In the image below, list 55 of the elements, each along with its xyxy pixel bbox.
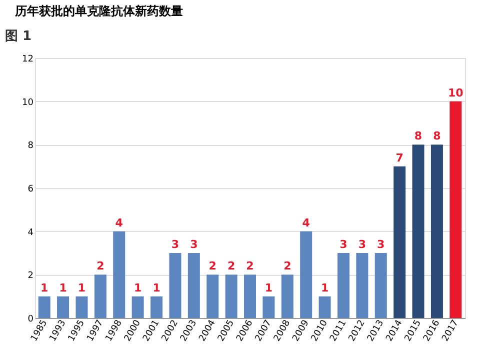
bar — [356, 253, 368, 318]
bar — [225, 274, 238, 318]
data-label: 4 — [115, 216, 124, 230]
data-label: 1 — [134, 281, 142, 294]
data-label: 1 — [152, 281, 160, 294]
y-tick-label: 8 — [28, 141, 34, 152]
data-label: 7 — [396, 151, 404, 164]
bar — [262, 296, 275, 318]
bar — [337, 253, 350, 318]
y-tick-label: 10 — [22, 98, 34, 108]
bar — [244, 274, 256, 318]
bar — [132, 296, 144, 318]
y-tick-label: 12 — [22, 54, 34, 64]
data-label: 10 — [448, 86, 464, 100]
bar — [281, 274, 294, 318]
data-label: 3 — [171, 238, 180, 251]
bar — [412, 144, 424, 318]
bar — [94, 274, 106, 318]
bar — [113, 231, 126, 318]
bar — [450, 101, 462, 318]
data-label: 4 — [302, 216, 310, 230]
bar — [318, 296, 331, 318]
data-label: 1 — [78, 281, 86, 294]
y-tick-label: 2 — [28, 271, 34, 282]
bar — [188, 253, 200, 318]
data-label: 2 — [284, 260, 292, 273]
data-label: 1 — [40, 281, 48, 294]
bar — [150, 296, 163, 318]
data-label: 3 — [190, 238, 198, 251]
bar — [430, 144, 443, 318]
y-tick-label: 0 — [28, 314, 34, 324]
bar — [76, 296, 88, 318]
y-tick-label: 6 — [28, 184, 34, 194]
bar — [169, 253, 182, 318]
caption: 图 1 — [5, 29, 32, 44]
chart-title: 历年获批的单克隆抗体新药数量 — [14, 4, 183, 18]
data-label: 1 — [320, 281, 329, 294]
bar — [38, 296, 50, 318]
data-label: 2 — [96, 260, 104, 273]
data-label: 3 — [358, 238, 366, 251]
bar — [300, 231, 312, 318]
data-label: 8 — [414, 130, 422, 143]
data-label: 2 — [246, 260, 254, 273]
bar — [57, 296, 70, 318]
y-tick-label: 4 — [28, 228, 34, 238]
bar — [206, 274, 219, 318]
data-label: 1 — [59, 281, 67, 294]
data-label: 2 — [227, 260, 236, 273]
data-label: 8 — [433, 130, 441, 143]
data-label: 2 — [208, 260, 216, 273]
bar — [394, 166, 406, 318]
data-label: 3 — [340, 238, 348, 251]
data-label: 3 — [377, 238, 385, 251]
bar — [374, 253, 387, 318]
data-label: 1 — [264, 281, 273, 294]
